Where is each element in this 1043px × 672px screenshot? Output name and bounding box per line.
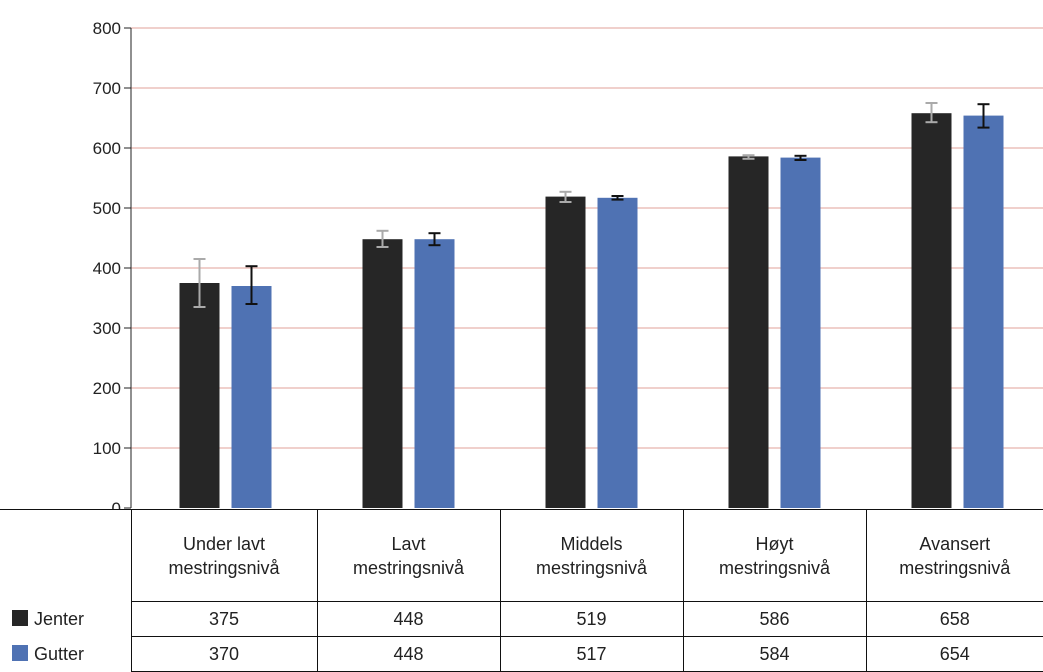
- legend-swatch-gutter: [12, 645, 28, 662]
- y-tick-label: 0: [112, 499, 121, 510]
- y-tick-label: 500: [93, 199, 121, 218]
- y-tick-label: 400: [93, 259, 121, 278]
- value-cell: 584: [682, 636, 867, 672]
- bar: [231, 286, 272, 508]
- value-cell: 517: [499, 636, 684, 672]
- category-cell: Lavt mestringsnivå: [316, 509, 501, 602]
- series-row-gutter: Gutter 370 448 517 584 654: [0, 636, 1043, 672]
- y-tick-label: 300: [93, 319, 121, 338]
- value-cell: 654: [865, 636, 1043, 672]
- category-row: Under lavt mestringsnivå Lavt mestringsniv…: [0, 509, 1043, 602]
- legend-entry-jenter: Jenter: [0, 602, 131, 637]
- bar: [963, 115, 1004, 508]
- table-corner: [0, 509, 132, 602]
- bar: [911, 113, 952, 508]
- y-tick-label: 100: [93, 439, 121, 458]
- legend-swatch-jenter: [12, 610, 28, 627]
- value-cell: 448: [316, 601, 501, 637]
- y-tick-label: 700: [93, 79, 121, 98]
- category-cell: Under lavt mestringsnivå: [130, 509, 318, 602]
- category-cell: Avansert mestringsnivå: [865, 509, 1043, 602]
- value-cell: 448: [316, 636, 501, 672]
- bar: [414, 239, 455, 508]
- value-cell: 658: [865, 601, 1043, 637]
- value-cell: 370: [130, 636, 318, 672]
- y-tick-label: 200: [93, 379, 121, 398]
- bar-chart: 0 100 200 300 400 500 600 700 800: [93, 19, 1043, 510]
- y-tick-label: 600: [93, 139, 121, 158]
- bar: [728, 156, 769, 508]
- bar: [545, 196, 586, 508]
- bar: [780, 157, 821, 508]
- category-cell: Høyt mestringsnivå: [682, 509, 867, 602]
- data-table: Under lavt mestringsnivå Lavt mestringsniv…: [0, 509, 1043, 672]
- value-cell: 519: [499, 601, 684, 637]
- bar: [179, 283, 220, 508]
- series-row-jenter: Jenter 375 448 519 586 658: [0, 601, 1043, 637]
- legend-entry-gutter: Gutter: [0, 637, 131, 672]
- bar: [362, 239, 403, 508]
- category-cell: Middels mestringsnivå: [499, 509, 684, 602]
- y-tick-label: 800: [93, 19, 121, 38]
- bar: [597, 197, 638, 509]
- value-cell: 586: [682, 601, 867, 637]
- value-cell: 375: [130, 601, 318, 637]
